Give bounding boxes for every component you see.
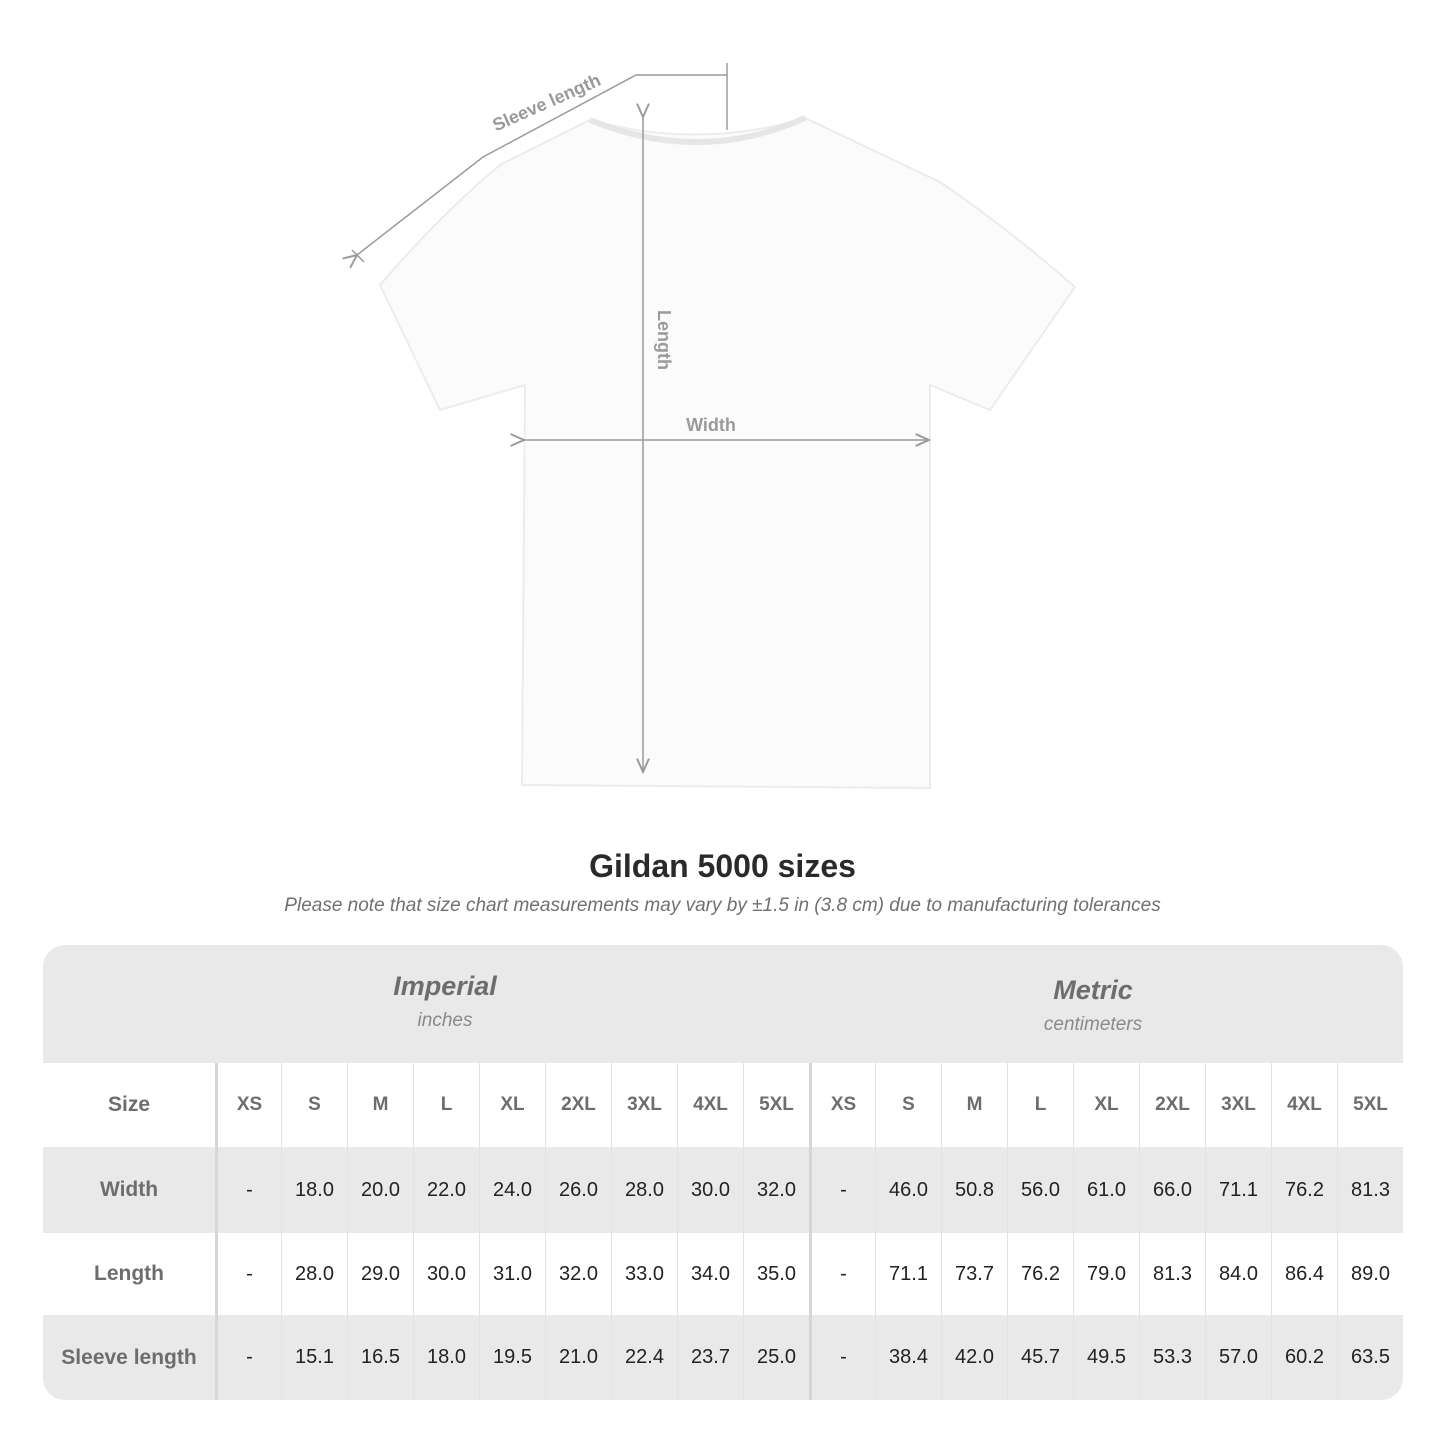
- size-header-cell: M: [941, 1063, 1007, 1147]
- value-cell: 84.0: [1205, 1233, 1271, 1315]
- value-cell: 22.4: [611, 1315, 677, 1400]
- size-header-cell: 3XL: [1205, 1063, 1271, 1147]
- value-cell: 18.0: [281, 1147, 347, 1233]
- value-cell: 57.0: [1205, 1315, 1271, 1400]
- value-cell: 24.0: [479, 1147, 545, 1233]
- value-cell: 76.2: [1007, 1233, 1073, 1315]
- value-cell: 71.1: [875, 1233, 941, 1315]
- value-cell: 60.2: [1271, 1315, 1337, 1400]
- value-cell: 23.7: [677, 1315, 743, 1400]
- value-cell: 49.5: [1073, 1315, 1139, 1400]
- size-header-cell: XL: [479, 1063, 545, 1147]
- value-cell: 25.0: [743, 1315, 809, 1400]
- size-header-row: Size XS S M L XL 2XL 3XL 4XL 5XL XS S M L XL 2XL 3XL 4XL 5…: [43, 1063, 1403, 1147]
- value-cell: 56.0: [1007, 1147, 1073, 1233]
- value-cell: 20.0: [347, 1147, 413, 1233]
- collar: [588, 115, 807, 145]
- value-cell: 73.7: [941, 1233, 1007, 1315]
- size-header-cell: XL: [1073, 1063, 1139, 1147]
- value-cell: 30.0: [413, 1233, 479, 1315]
- size-header-cell: 3XL: [611, 1063, 677, 1147]
- value-cell: 28.0: [281, 1233, 347, 1315]
- metric-header: Metric centimeters: [809, 949, 1377, 1067]
- imperial-header: Imperial inches: [215, 945, 675, 1063]
- size-header-cell: 4XL: [677, 1063, 743, 1147]
- value-cell: 66.0: [1139, 1147, 1205, 1233]
- value-cell: 63.5: [1337, 1315, 1403, 1400]
- value-cell: 21.0: [545, 1315, 611, 1400]
- tolerance-note: Please note that size chart measurements…: [284, 895, 1161, 916]
- value-cell: 19.5: [479, 1315, 545, 1400]
- value-cell: -: [809, 1147, 875, 1233]
- value-cell: 71.1: [1205, 1147, 1271, 1233]
- row-band: [43, 1147, 1403, 1233]
- row-label: Sleeve length: [61, 1345, 197, 1369]
- value-cell: 53.3: [1139, 1315, 1205, 1400]
- value-cell: 31.0: [479, 1233, 545, 1315]
- value-cell: 79.0: [1073, 1233, 1139, 1315]
- value-cell: 16.5: [347, 1315, 413, 1400]
- value-cell: 46.0: [875, 1147, 941, 1233]
- value-cell: 32.0: [545, 1233, 611, 1315]
- size-header-cell: 4XL: [1271, 1063, 1337, 1147]
- value-cell: 15.1: [281, 1315, 347, 1400]
- length-label: Length: [654, 310, 674, 370]
- row-label: Length: [94, 1262, 164, 1285]
- value-cell: 22.0: [413, 1147, 479, 1233]
- size-header-cell: L: [1007, 1063, 1073, 1147]
- width-label: Width: [686, 415, 736, 435]
- size-header-cell: XS: [215, 1063, 281, 1147]
- value-cell: 38.4: [875, 1315, 941, 1400]
- header-band: [43, 945, 1403, 1063]
- value-cell: -: [215, 1147, 281, 1233]
- size-header-cell: S: [875, 1063, 941, 1147]
- value-cell: 34.0: [677, 1233, 743, 1315]
- value-cell: -: [809, 1315, 875, 1400]
- table-row: Width -18.0 20.0 22.0 24.0 26.0 28.0 30.0 32.0-4…: [43, 1147, 1403, 1233]
- chart-title: Gildan 5000 sizes: [589, 848, 856, 884]
- size-header-cell: XS: [809, 1063, 875, 1147]
- row-label: Size: [107, 1093, 151, 1116]
- value-cell: 45.7: [1007, 1315, 1073, 1400]
- value-cell: 50.8: [941, 1147, 1007, 1233]
- value-cell: 35.0: [743, 1233, 809, 1315]
- size-table: Imperial inches Metric centimeters Size X…: [43, 945, 1403, 1400]
- metric-unit: centimeters: [1043, 1014, 1143, 1035]
- value-cell: 26.0: [545, 1147, 611, 1233]
- sleeve-length-line: [357, 74, 727, 255]
- value-cell: 89.0: [1337, 1233, 1403, 1315]
- value-cell: 18.0: [413, 1315, 479, 1400]
- size-header-cell: 2XL: [545, 1063, 611, 1147]
- value-cell: 30.0: [677, 1147, 743, 1233]
- value-cell: -: [809, 1233, 875, 1315]
- value-cell: 86.4: [1271, 1233, 1337, 1315]
- value-cell: 29.0: [347, 1233, 413, 1315]
- imperial-unit: inches: [417, 1010, 473, 1031]
- table-row: Sleeve length -15.1 16.5 18.0 19.5 21.0 22.4 23…: [43, 1315, 1403, 1400]
- tshirt-shape: [378, 116, 1077, 790]
- size-header-cell: 5XL: [743, 1063, 809, 1147]
- metric-title: Metric: [1053, 975, 1133, 1005]
- size-header-cell: 5XL: [1337, 1063, 1403, 1147]
- value-cell: 81.3: [1139, 1233, 1205, 1315]
- imperial-title: Imperial: [393, 971, 497, 1001]
- value-cell: 76.2: [1271, 1147, 1337, 1233]
- row-label: Width: [99, 1178, 159, 1201]
- value-cell: 42.0: [941, 1315, 1007, 1400]
- value-cell: 32.0: [743, 1147, 809, 1233]
- row-band: [43, 1315, 1403, 1400]
- value-cell: 61.0: [1073, 1147, 1139, 1233]
- value-cell: -: [215, 1315, 281, 1400]
- size-header-cell: S: [281, 1063, 347, 1147]
- value-cell: 81.3: [1337, 1147, 1403, 1233]
- size-header-cell: 2XL: [1139, 1063, 1205, 1147]
- tshirt-diagram: Sleeve length Length Width: [0, 63, 1077, 790]
- size-header-cell: M: [347, 1063, 413, 1147]
- value-cell: 33.0: [611, 1233, 677, 1315]
- table-row: Length -28.0 29.0 30.0 31.0 32.0 33.0 34.0 35.0-…: [43, 1233, 1403, 1315]
- value-cell: -: [215, 1233, 281, 1315]
- size-header-cell: L: [413, 1063, 479, 1147]
- value-cell: 28.0: [611, 1147, 677, 1233]
